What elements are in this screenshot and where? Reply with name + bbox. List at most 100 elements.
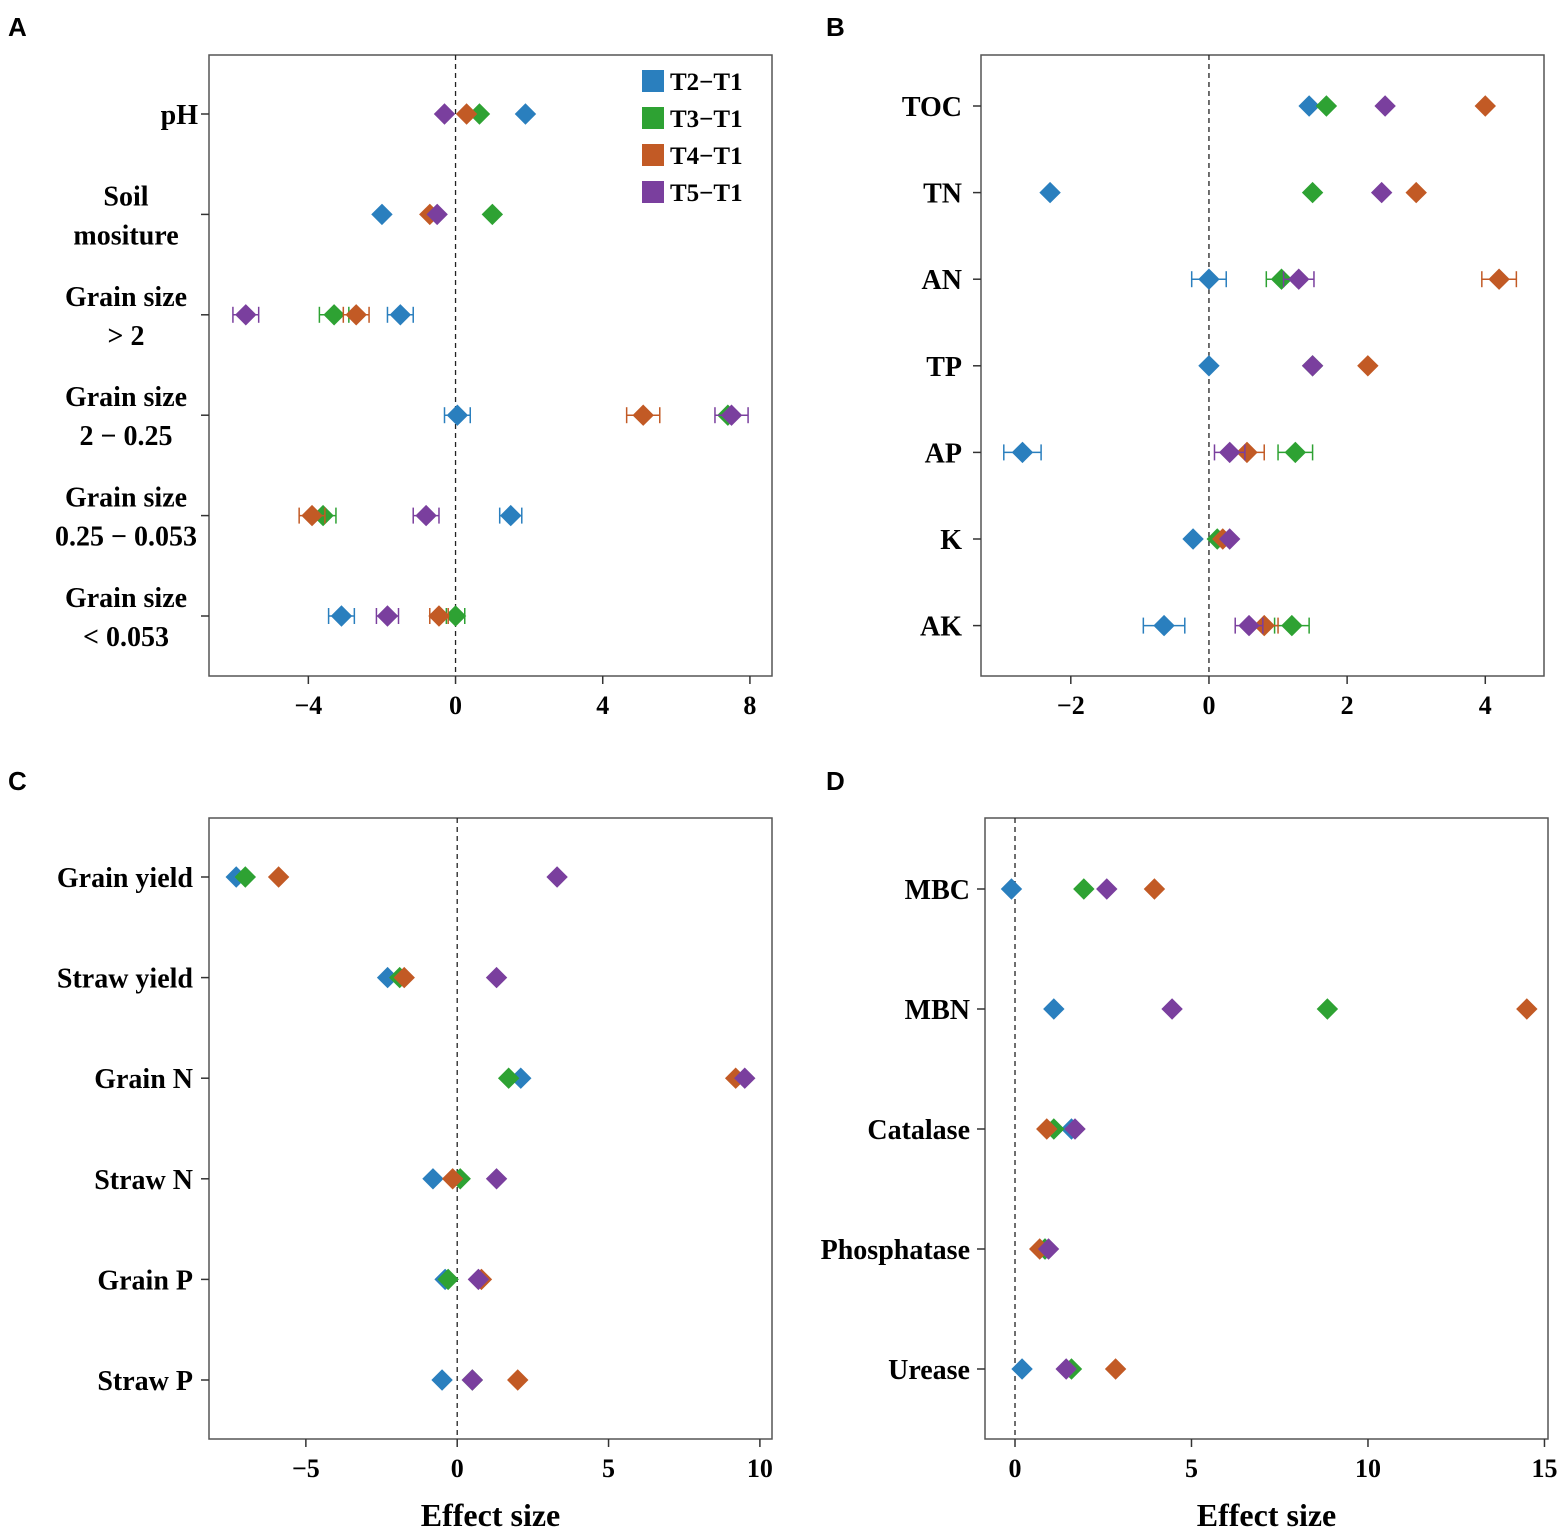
plot-frame-a (208, 54, 773, 677)
point-c-t4t1 (267, 866, 290, 888)
x-tick-label-d: 15 (1531, 1454, 1557, 1483)
point-c-t3t1 (437, 1268, 459, 1291)
point-a-t2t1 (514, 103, 537, 125)
point-b-t5t1 (1288, 268, 1310, 290)
category-label-c: Grain yield (57, 863, 194, 894)
point-b-t2t1 (1182, 528, 1204, 550)
point-a-t2t1 (389, 304, 412, 326)
category-label-a: mositure (73, 220, 178, 251)
point-b-t4t1 (1253, 614, 1275, 637)
point-a-t4t1 (455, 103, 478, 125)
point-b-t5t1 (1218, 441, 1241, 464)
category-label-a: > 2 (108, 321, 145, 352)
point-a-t4t1 (345, 304, 367, 326)
x-tick-label-a: 0 (449, 691, 462, 720)
legend-label: T3−T1 (670, 106, 743, 133)
x-tick-label-c: 10 (747, 1454, 773, 1483)
category-label-c: Grain P (97, 1265, 193, 1296)
category-label-a: pH (161, 100, 199, 131)
category-label-d: Catalase (867, 1115, 970, 1146)
point-b-t3t1 (1270, 268, 1293, 290)
point-a-t5t1 (433, 103, 456, 125)
x-tick-label-c: −5 (292, 1454, 320, 1483)
point-b-t5t1 (1218, 528, 1241, 550)
point-b-t3t1 (1315, 95, 1338, 117)
point-c-t2t1 (431, 1369, 453, 1391)
category-label-c: Straw N (94, 1165, 193, 1196)
point-a-t4t1 (632, 404, 654, 426)
category-label-a: 0.25 − 0.053 (55, 522, 197, 553)
point-d-t5t1 (1037, 1238, 1060, 1260)
category-label-d: MBN (905, 995, 970, 1026)
point-d-t5t1 (1161, 998, 1183, 1020)
x-tick-label-a: 8 (743, 691, 756, 720)
point-b-t5t1 (1301, 355, 1324, 377)
category-label-b: AK (920, 612, 962, 643)
point-d-t5t1 (1064, 1118, 1086, 1140)
point-b-t5t1 (1370, 181, 1393, 204)
point-b-t5t1 (1238, 614, 1260, 637)
category-label-a: Grain size (65, 382, 187, 413)
legend-swatch (642, 70, 664, 92)
x-tick-label-a: 4 (596, 691, 609, 720)
point-d-t3t1 (1073, 878, 1095, 900)
point-c-t3t1 (234, 866, 257, 888)
point-d-t4t1 (1036, 1118, 1058, 1140)
point-c-t4t1 (507, 1369, 529, 1391)
category-label-d: MBC (905, 875, 970, 906)
legend-label: T2−T1 (670, 69, 743, 96)
point-b-t2t1 (1198, 355, 1220, 377)
point-a-t2t1 (500, 504, 522, 527)
panel-letter-a: A (8, 12, 27, 42)
point-d-t3t1 (1316, 998, 1339, 1020)
category-label-a: Grain size (65, 282, 187, 313)
point-d-t4t1 (1104, 1358, 1127, 1380)
point-d-t2t1 (1043, 998, 1065, 1020)
panel-c: C −5 0 5 10 Effect size Grain yield Straw yield… (8, 766, 773, 1533)
x-tick-label-c: 0 (451, 1454, 464, 1483)
point-a-t2t1 (371, 203, 393, 226)
point-d-t4t1 (1143, 878, 1166, 900)
point-c-t2t1 (422, 1168, 444, 1190)
point-a-t4t1 (428, 605, 450, 627)
category-label-b: TN (923, 179, 962, 210)
point-c-t5t1 (485, 966, 508, 989)
x-tick-label-c: 5 (602, 1454, 615, 1483)
category-label-a: Soil (103, 181, 148, 212)
category-label-c: Grain N (94, 1064, 193, 1095)
point-a-t2t1 (446, 404, 469, 426)
x-tick-label-d: 5 (1185, 1454, 1198, 1483)
legend-swatch (642, 107, 664, 129)
category-label-d: Phosphatase (821, 1235, 970, 1266)
category-label-b: AP (925, 438, 962, 469)
point-c-t5t1 (461, 1369, 484, 1391)
panel-letter-d: D (826, 766, 845, 796)
legend-label: T4−T1 (670, 143, 743, 170)
x-axis-label-d: Effect size (1197, 1497, 1336, 1533)
category-label-a: Grain size (65, 583, 187, 614)
x-tick-label-d: 10 (1355, 1454, 1381, 1483)
category-label-b: TOC (902, 92, 962, 123)
point-a-t2t1 (330, 605, 353, 627)
category-label-c: Straw P (97, 1366, 193, 1397)
point-c-t5t1 (546, 866, 568, 888)
point-a-t5t1 (376, 605, 399, 627)
point-b-t2t1 (1298, 95, 1320, 117)
x-tick-label-b: 2 (1341, 691, 1354, 720)
point-b-t3t1 (1281, 614, 1303, 637)
point-b-t3t1 (1284, 441, 1307, 464)
x-tick-label-a: −4 (294, 691, 322, 720)
point-d-t4t1 (1516, 998, 1538, 1020)
category-label-a: < 0.053 (83, 622, 169, 653)
point-d-t5t1 (1096, 878, 1118, 900)
point-b-t2t1 (1198, 268, 1220, 290)
x-axis-label-c: Effect size (421, 1497, 560, 1533)
category-label-a: Grain size (65, 483, 187, 514)
category-label-d: Urease (888, 1355, 970, 1386)
point-a-t3t1 (323, 304, 345, 326)
point-a-t5t1 (426, 203, 448, 226)
x-tick-label-b: 4 (1479, 691, 1492, 720)
x-tick-label-d: 0 (1009, 1454, 1022, 1483)
plot-frame-b (980, 54, 1545, 677)
